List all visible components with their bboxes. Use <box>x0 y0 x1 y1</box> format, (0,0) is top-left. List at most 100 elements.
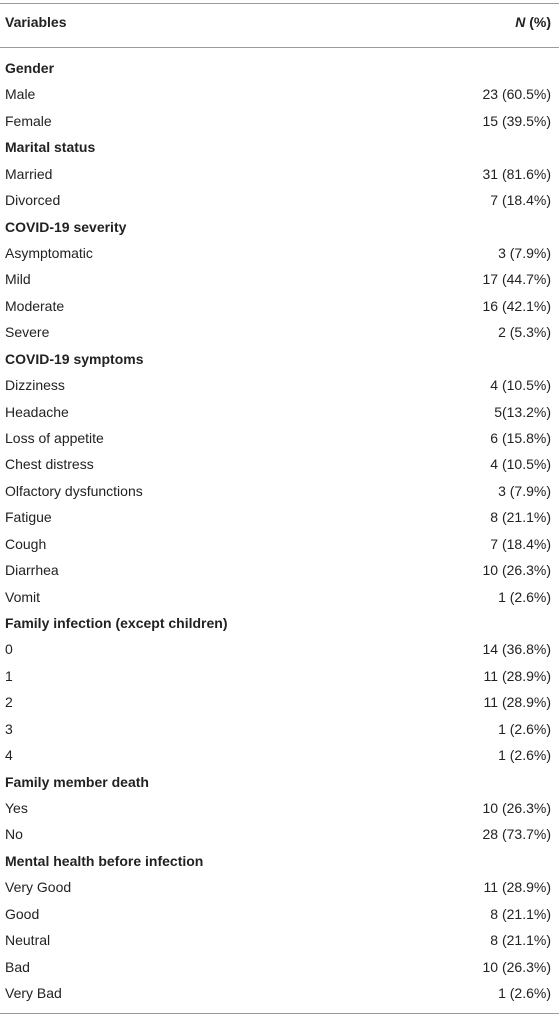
section-row: Mental health before infection <box>0 848 559 874</box>
row-label: Male <box>5 86 36 103</box>
data-row: 2 11 (28.9%) <box>0 689 559 715</box>
row-value: 11 (28.9%) <box>483 694 551 711</box>
data-row: Yes 10 (26.3%) <box>0 795 559 821</box>
data-row: Neutral 8 (21.1%) <box>0 927 559 953</box>
row-label: Headache <box>5 403 69 420</box>
row-value: 28 (73.7%) <box>482 826 551 843</box>
data-row: Headache 5(13.2%) <box>0 399 559 425</box>
section-title: Family member death <box>5 773 149 790</box>
data-row: Divorced 7 (18.4%) <box>0 187 559 213</box>
row-label: Mild <box>5 271 31 288</box>
row-label: Olfactory dysfunctions <box>5 482 143 499</box>
row-label: 3 <box>5 720 13 737</box>
row-value: 14 (36.8%) <box>482 641 551 658</box>
data-row: Male 23 (60.5%) <box>0 81 559 107</box>
bottom-rule <box>0 1013 559 1014</box>
row-value: 1 (2.6%) <box>498 985 551 1002</box>
data-row: Olfactory dysfunctions 3 (7.9%) <box>0 478 559 504</box>
row-label: Yes <box>5 800 28 817</box>
data-row: Very Good 11 (28.9%) <box>0 874 559 900</box>
row-value: 1 (2.6%) <box>498 747 551 764</box>
data-row: Mild 17 (44.7%) <box>0 266 559 292</box>
data-row: Severe 2 (5.3%) <box>0 319 559 345</box>
row-value: 8 (21.1%) <box>490 509 551 526</box>
row-label: Asymptomatic <box>5 245 93 261</box>
data-row: Dizziness 4 (10.5%) <box>0 372 559 398</box>
header-cell: N (%) <box>515 9 551 35</box>
row-label: 2 <box>5 694 13 711</box>
data-row: Very Bad 1 (2.6%) <box>0 980 559 1006</box>
row-value: 5(13.2%) <box>494 403 551 420</box>
section-row: Family infection (except children) <box>0 610 559 636</box>
data-row: Married 31 (81.6%) <box>0 161 559 187</box>
data-row: 0 14 (36.8%) <box>0 636 559 662</box>
row-label: Moderate <box>5 297 65 314</box>
data-row: 4 1 (2.6%) <box>0 742 559 768</box>
data-row: Asymptomatic 3 (7.9%) <box>0 240 559 266</box>
data-row: Good 8 (21.1%) <box>0 901 559 927</box>
section-title: Gender <box>5 60 55 76</box>
header-cell: Variables <box>5 14 67 30</box>
data-row: Loss of appetite 6 (15.8%) <box>0 425 559 451</box>
row-value: 4 (10.5%) <box>490 377 551 394</box>
header-suffix: (%) <box>529 14 551 30</box>
row-label: Dizziness <box>5 377 65 394</box>
row-label: Divorced <box>5 192 61 209</box>
row-label: Good <box>5 905 40 922</box>
row-value: 16 (42.1%) <box>482 297 551 314</box>
row-label: 4 <box>5 747 13 764</box>
top-rule <box>0 3 559 4</box>
row-value: 3 (7.9%) <box>498 245 551 261</box>
row-label: Married <box>5 165 53 182</box>
row-value: 15 (39.5%) <box>482 112 551 129</box>
row-value: 4 (10.5%) <box>490 456 551 473</box>
data-row: 1 11 (28.9%) <box>0 663 559 689</box>
row-label: 1 <box>5 667 13 684</box>
row-label: Very Good <box>5 879 72 896</box>
row-value: 23 (60.5%) <box>482 86 551 103</box>
data-row: Fatigue 8 (21.1%) <box>0 504 559 530</box>
row-label: No <box>5 826 23 843</box>
section-row: COVID-19 symptoms <box>0 346 559 372</box>
row-label: Very Bad <box>5 985 62 1002</box>
row-label: 0 <box>5 641 13 658</box>
row-value: 2 (5.3%) <box>498 324 551 341</box>
data-row: Moderate 16 (42.1%) <box>0 293 559 319</box>
row-value: 6 (15.8%) <box>490 430 551 447</box>
row-label: Bad <box>5 958 30 975</box>
section-title: Family infection (except children) <box>5 615 228 632</box>
data-row: Chest distress 4 (10.5%) <box>0 451 559 477</box>
row-label: Loss of appetite <box>5 430 104 447</box>
data-row: Bad 10 (26.3%) <box>0 954 559 980</box>
row-label: Female <box>5 112 52 129</box>
row-value: 31 (81.6%) <box>482 165 551 182</box>
row-label: Neutral <box>5 932 51 949</box>
header-symbol: N <box>515 14 526 30</box>
row-value: 11 (28.9%) <box>483 879 551 896</box>
row-label: Cough <box>5 535 47 552</box>
section-row: COVID-19 severity <box>0 214 559 240</box>
row-label: Severe <box>5 324 50 341</box>
section-row: Gender <box>0 55 559 81</box>
row-value: 8 (21.1%) <box>490 905 551 922</box>
row-value: 7 (18.4%) <box>490 192 551 209</box>
row-value: 7 (18.4%) <box>490 535 551 552</box>
row-label: Vomit <box>5 588 41 605</box>
row-label: Fatigue <box>5 509 52 526</box>
data-row: No 28 (73.7%) <box>0 821 559 847</box>
header-row: Variables N (%) <box>0 9 559 35</box>
row-value: 1 (2.6%) <box>498 720 551 737</box>
row-value: 11 (28.9%) <box>483 667 551 684</box>
data-row: Cough 7 (18.4%) <box>0 531 559 557</box>
row-value: 17 (44.7%) <box>482 271 551 288</box>
section-title: COVID-19 symptoms <box>5 350 144 367</box>
data-row: 3 1 (2.6%) <box>0 716 559 742</box>
row-value: 10 (26.3%) <box>482 800 551 817</box>
row-value: 10 (26.3%) <box>482 562 551 579</box>
section-row: Marital status <box>0 134 559 160</box>
data-row: Female 15 (39.5%) <box>0 108 559 134</box>
data-row: Vomit 1 (2.6%) <box>0 584 559 610</box>
row-value: 10 (26.3%) <box>482 958 551 975</box>
row-value: 8 (21.1%) <box>490 932 551 949</box>
